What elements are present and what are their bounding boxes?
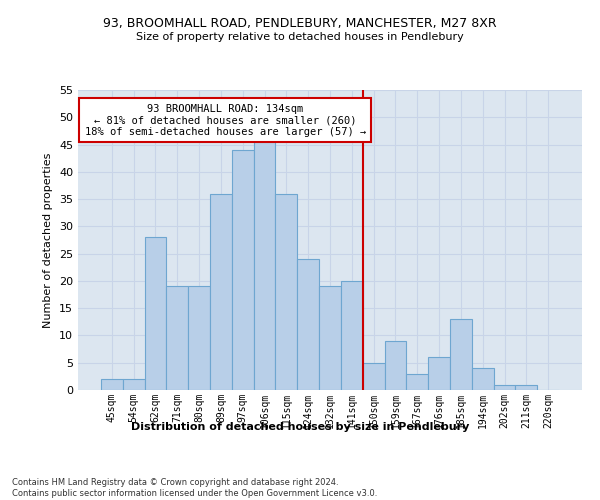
Bar — [385, 341, 406, 390]
Bar — [123, 379, 145, 390]
Bar — [494, 384, 515, 390]
Bar — [319, 286, 341, 390]
Bar — [188, 286, 210, 390]
Bar — [363, 362, 385, 390]
Bar — [515, 384, 537, 390]
Bar — [145, 238, 166, 390]
Bar — [341, 281, 363, 390]
Text: 93 BROOMHALL ROAD: 134sqm
← 81% of detached houses are smaller (260)
18% of semi: 93 BROOMHALL ROAD: 134sqm ← 81% of detac… — [85, 104, 366, 137]
Bar — [472, 368, 494, 390]
Text: Size of property relative to detached houses in Pendlebury: Size of property relative to detached ho… — [136, 32, 464, 42]
Bar — [297, 259, 319, 390]
Text: 93, BROOMHALL ROAD, PENDLEBURY, MANCHESTER, M27 8XR: 93, BROOMHALL ROAD, PENDLEBURY, MANCHEST… — [103, 18, 497, 30]
Bar — [406, 374, 428, 390]
Bar — [166, 286, 188, 390]
Text: Contains HM Land Registry data © Crown copyright and database right 2024.
Contai: Contains HM Land Registry data © Crown c… — [12, 478, 377, 498]
Text: Distribution of detached houses by size in Pendlebury: Distribution of detached houses by size … — [131, 422, 469, 432]
Bar — [232, 150, 254, 390]
Bar — [254, 139, 275, 390]
Bar — [210, 194, 232, 390]
Bar — [428, 358, 450, 390]
Bar — [275, 194, 297, 390]
Y-axis label: Number of detached properties: Number of detached properties — [43, 152, 53, 328]
Bar — [101, 379, 123, 390]
Bar — [450, 319, 472, 390]
